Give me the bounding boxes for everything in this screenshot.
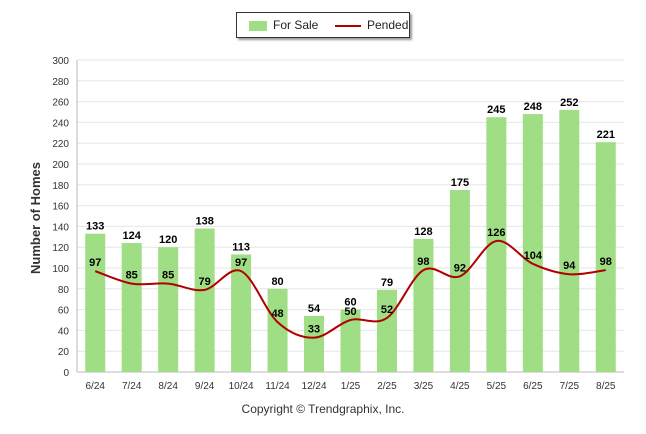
x-tick-label: 9/24: [195, 381, 215, 392]
x-tick-label: 6/24: [85, 381, 105, 392]
for-sale-value-label: 60: [344, 297, 356, 309]
x-tick-label: 10/24: [229, 381, 254, 392]
for-sale-value-label: 80: [271, 276, 283, 288]
y-tick-label: 120: [52, 243, 69, 254]
pended-value-label: 98: [417, 256, 429, 268]
x-tick-label: 3/25: [414, 381, 434, 392]
for-sale-bar: [449, 190, 470, 372]
y-tick-label: 160: [52, 202, 69, 213]
pended-value-label: 33: [308, 324, 320, 336]
y-tick-label: 140: [52, 222, 69, 233]
for-sale-swatch: [249, 21, 267, 31]
y-tick-label: 180: [52, 181, 69, 192]
y-tick-label: 300: [52, 56, 69, 67]
x-tick-label: 8/25: [596, 381, 616, 392]
for-sale-value-label: 120: [159, 234, 177, 246]
for-sale-value-label: 221: [597, 129, 615, 141]
x-tick-label: 7/25: [560, 381, 580, 392]
y-axis-title: Number of Homes: [28, 162, 43, 274]
for-sale-value-label: 113: [232, 241, 250, 253]
pended-value-label: 126: [487, 227, 505, 239]
pended-value-label: 98: [600, 256, 612, 268]
y-tick-label: 100: [52, 264, 69, 275]
pended-value-label: 48: [271, 308, 283, 320]
pended-value-label: 52: [381, 304, 393, 316]
for-sale-bar: [158, 247, 179, 372]
for-sale-value-label: 128: [414, 226, 432, 238]
for-sale-value-label: 79: [381, 277, 393, 289]
pended-value-label: 94: [563, 260, 576, 272]
for-sale-bar: [231, 254, 252, 372]
for-sale-bar: [559, 109, 580, 373]
for-sale-bar: [376, 289, 397, 372]
for-sale-value-label: 133: [86, 221, 104, 233]
x-tick-label: 12/24: [302, 381, 327, 392]
y-tick-label: 220: [52, 139, 69, 150]
for-sale-value-label: 252: [560, 97, 578, 109]
x-tick-label: 4/25: [450, 381, 470, 392]
for-sale-value-label: 124: [123, 230, 142, 242]
y-tick-label: 240: [52, 118, 69, 129]
pended-value-label: 92: [454, 262, 466, 274]
for-sale-bar: [413, 238, 434, 372]
for-sale-bar: [595, 142, 616, 372]
for-sale-value-label: 138: [195, 215, 213, 227]
x-tick-label: 5/25: [487, 381, 507, 392]
pended-value-label: 85: [162, 270, 174, 282]
pended-value-label: 97: [235, 257, 247, 269]
legend-pended: Pended: [367, 18, 409, 32]
x-tick-label: 11/24: [265, 381, 290, 392]
for-sale-bars: [85, 109, 616, 373]
y-tick-label: 20: [58, 347, 70, 358]
legend: For Sale Pended: [236, 12, 410, 38]
data-labels: 133 124 120 138 113 80 54 60 79 128 175 245 248 252 22…: [86, 97, 615, 336]
for-sale-value-label: 245: [487, 104, 505, 116]
y-tick-label: 80: [58, 285, 70, 296]
copyright-text: Copyright © Trendgraphix, Inc.: [241, 402, 405, 416]
pended-value-label: 104: [524, 250, 543, 262]
for-sale-bar: [522, 114, 543, 372]
for-sale-bar: [194, 228, 215, 372]
pended-value-label: 79: [199, 276, 211, 288]
pended-value-label: 97: [89, 257, 101, 269]
y-tick-label: 60: [58, 306, 70, 317]
for-sale-value-label: 54: [308, 303, 321, 315]
pended-swatch: [335, 25, 361, 27]
for-sale-bar: [486, 117, 507, 372]
y-tick-label: 200: [52, 160, 69, 171]
for-sale-bar: [85, 233, 106, 372]
legend-for-sale: For Sale: [273, 18, 319, 32]
for-sale-bar: [267, 288, 288, 372]
x-tick-label: 1/25: [341, 381, 361, 392]
y-tick-label: 0: [63, 368, 69, 379]
x-tick-label: 2/25: [377, 381, 397, 392]
x-tick-label: 6/25: [523, 381, 543, 392]
for-sale-bar: [121, 243, 142, 372]
pended-value-label: 85: [126, 270, 138, 282]
pended-line: [94, 239, 606, 339]
pended-series-line: [94, 239, 606, 339]
for-sale-value-label: 175: [451, 177, 469, 189]
x-tick-label: 8/24: [158, 381, 178, 392]
pended-value-label: 50: [344, 306, 356, 318]
for-sale-value-label: 248: [524, 101, 542, 113]
y-tick-label: 40: [58, 326, 70, 337]
for-sale-bar: [340, 309, 361, 372]
x-axis: 6/24 7/24 8/24 9/24 10/24 11/24 12/24 1/25 2/25 3…: [85, 381, 615, 392]
y-tick-label: 260: [52, 98, 69, 109]
y-tick-label: 280: [52, 77, 69, 88]
x-tick-label: 7/24: [122, 381, 142, 392]
for-sale-bar: [304, 315, 325, 372]
